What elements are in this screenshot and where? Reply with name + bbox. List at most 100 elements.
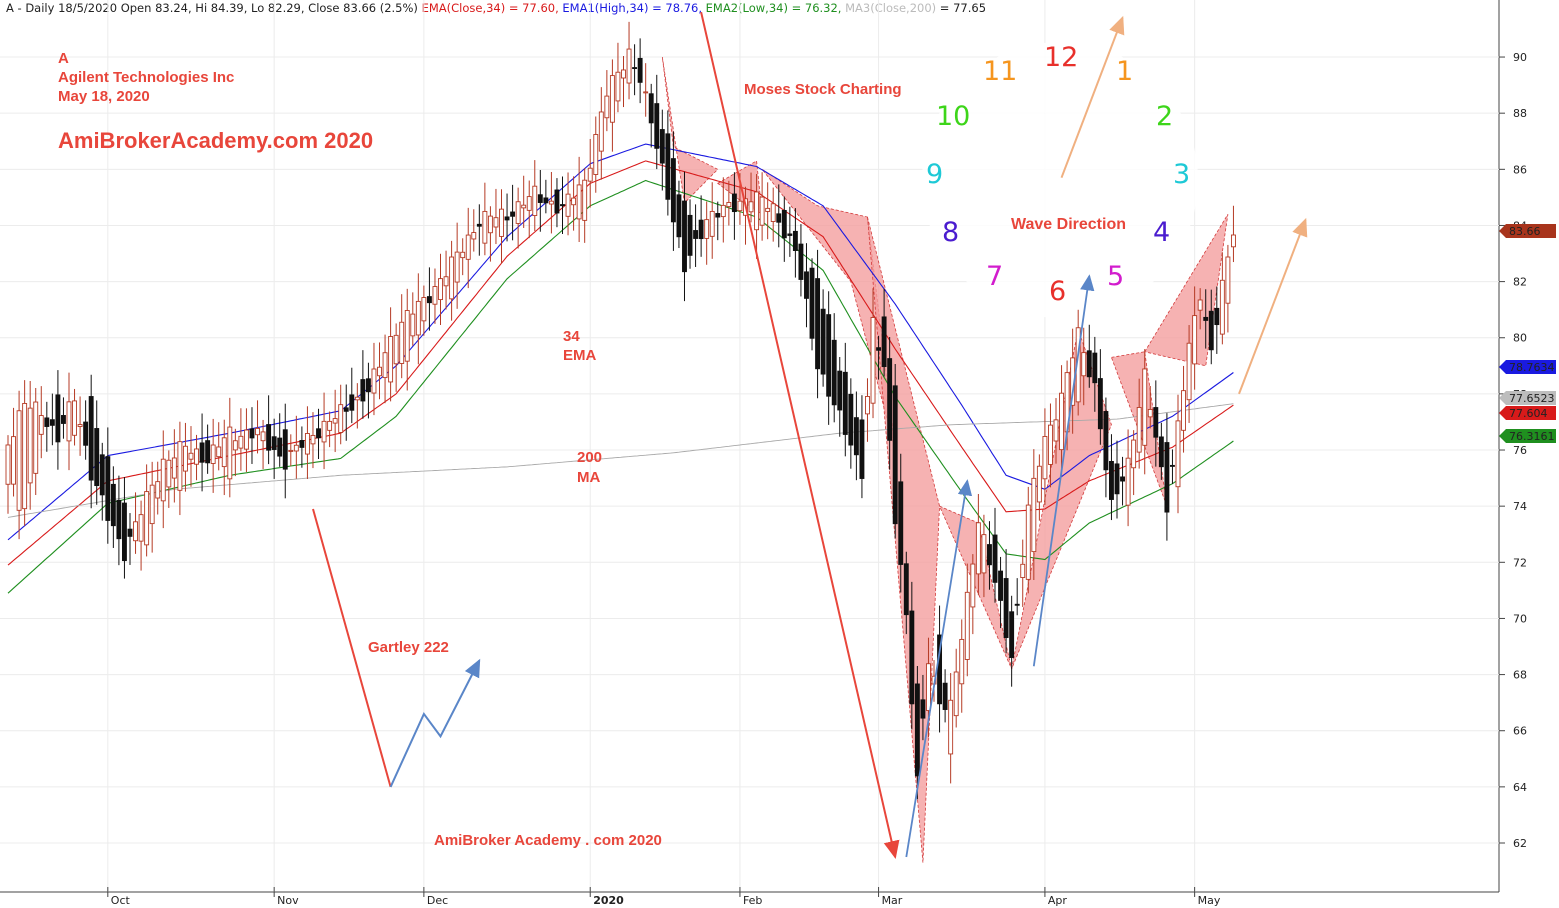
candle-92: [515, 187, 521, 249]
candle-144: [804, 243, 809, 328]
candle-143: [798, 224, 804, 297]
x-tick-label-Nov: Nov: [277, 894, 299, 907]
line-ma_close_200: [7, 403, 1234, 518]
candle-81: [454, 222, 460, 309]
y-tick-label-64: 64: [1513, 781, 1527, 794]
wave-clock-face: [922, 42, 1198, 318]
header-ema: EMA(Close,34) = 77.60,: [422, 1, 559, 15]
candle-58: [327, 411, 333, 448]
candle-202: [1125, 429, 1131, 527]
x-tick-label-Dec: Dec: [427, 894, 448, 907]
y-tick-label-90: 90: [1513, 51, 1527, 64]
candle-57: [321, 392, 327, 470]
candle-98: [548, 171, 554, 234]
candle-82: [460, 238, 466, 276]
candle-173: [964, 563, 970, 677]
candle-97: [543, 179, 549, 214]
candle-37: [210, 418, 216, 493]
candle-30: [171, 429, 177, 503]
candle-63: [354, 383, 360, 429]
candle-18: [105, 427, 111, 544]
candle-119: [665, 110, 671, 216]
candle-74: [415, 273, 421, 365]
candle-3: [22, 380, 28, 526]
candle-0: [5, 435, 11, 514]
value-badge-2: 77.6523: [1499, 391, 1556, 405]
candle-156: [870, 288, 876, 419]
candle-25: [144, 464, 150, 557]
candle-120: [670, 131, 676, 251]
candle-212: [1181, 365, 1186, 453]
candlesticks: [5, 21, 1236, 800]
candle-198: [1103, 397, 1109, 498]
candle-128: [715, 201, 721, 241]
candle-194: [1081, 327, 1087, 406]
y-tick-label-70: 70: [1513, 612, 1527, 625]
candle-76: [426, 267, 432, 331]
candle-13: [77, 396, 83, 456]
candle-110: [615, 42, 621, 113]
clock-number-5: 5: [1107, 261, 1124, 292]
candle-137: [765, 182, 771, 240]
candle-28: [160, 430, 166, 529]
candle-26: [149, 461, 155, 553]
candle-154: [859, 395, 865, 499]
x-tick-label-Feb: Feb: [743, 894, 762, 907]
clock-number-12: 12: [1044, 42, 1078, 73]
candle-51: [288, 434, 294, 467]
candle-36: [205, 424, 211, 474]
candle-163: [909, 581, 915, 730]
candle-219: [1219, 252, 1225, 345]
clock-number-11: 11: [983, 56, 1017, 87]
trend-arrow-6: [1238, 217, 1308, 395]
candle-215: [1197, 288, 1203, 330]
candle-179: [998, 556, 1004, 629]
candle-207: [1153, 380, 1159, 467]
x-tick-label-Oct: Oct: [111, 894, 131, 907]
company-label: Agilent Technologies Inc: [58, 69, 234, 86]
candle-53: [299, 426, 305, 468]
candle-61: [343, 384, 349, 441]
candle-86: [482, 182, 488, 256]
candle-91: [510, 184, 516, 241]
candle-210: [1169, 449, 1175, 484]
x-tick-label-2020: 2020: [593, 894, 624, 907]
header-ma3: MA3(Close,200): [845, 1, 936, 15]
candle-151: [842, 342, 848, 457]
header-ema2: EMA2(Low,34) = 76.32,: [706, 1, 842, 15]
candle-34: [194, 434, 199, 481]
candle-77: [432, 268, 438, 324]
candle-139: [776, 184, 782, 248]
candle-134: [748, 172, 754, 223]
candle-8: [49, 393, 55, 446]
candle-35: [199, 413, 205, 492]
value-badge-text-3: 77.604: [1509, 407, 1548, 420]
candle-189: [1053, 398, 1059, 464]
candle-5: [33, 387, 39, 496]
candle-93: [521, 175, 527, 228]
candle-187: [1042, 408, 1048, 505]
candle-181: [1009, 595, 1015, 687]
value-badge-0: 83.66: [1499, 224, 1556, 238]
clock-number-2: 2: [1156, 101, 1173, 132]
trend-arrow-1: [312, 508, 392, 788]
candle-38: [216, 422, 222, 471]
candle-90: [504, 193, 510, 242]
candle-95: [532, 160, 538, 232]
clock-number-4: 4: [1153, 217, 1170, 248]
candle-155: [865, 378, 870, 442]
candle-127: [709, 182, 715, 259]
pattern-shade-0: [661, 56, 719, 204]
candle-168: [937, 605, 943, 733]
candle-47: [266, 395, 272, 465]
candle-206: [1147, 386, 1153, 429]
candle-180: [1003, 549, 1009, 654]
ema-label-text: EMA: [563, 347, 597, 364]
candle-21: [121, 476, 127, 579]
value-badge-4: 76.3161: [1499, 429, 1556, 443]
candle-78: [438, 253, 443, 325]
trend-arrow-2: [389, 658, 481, 788]
candle-136: [759, 172, 765, 241]
candle-185: [1031, 449, 1037, 580]
candle-196: [1092, 336, 1098, 412]
